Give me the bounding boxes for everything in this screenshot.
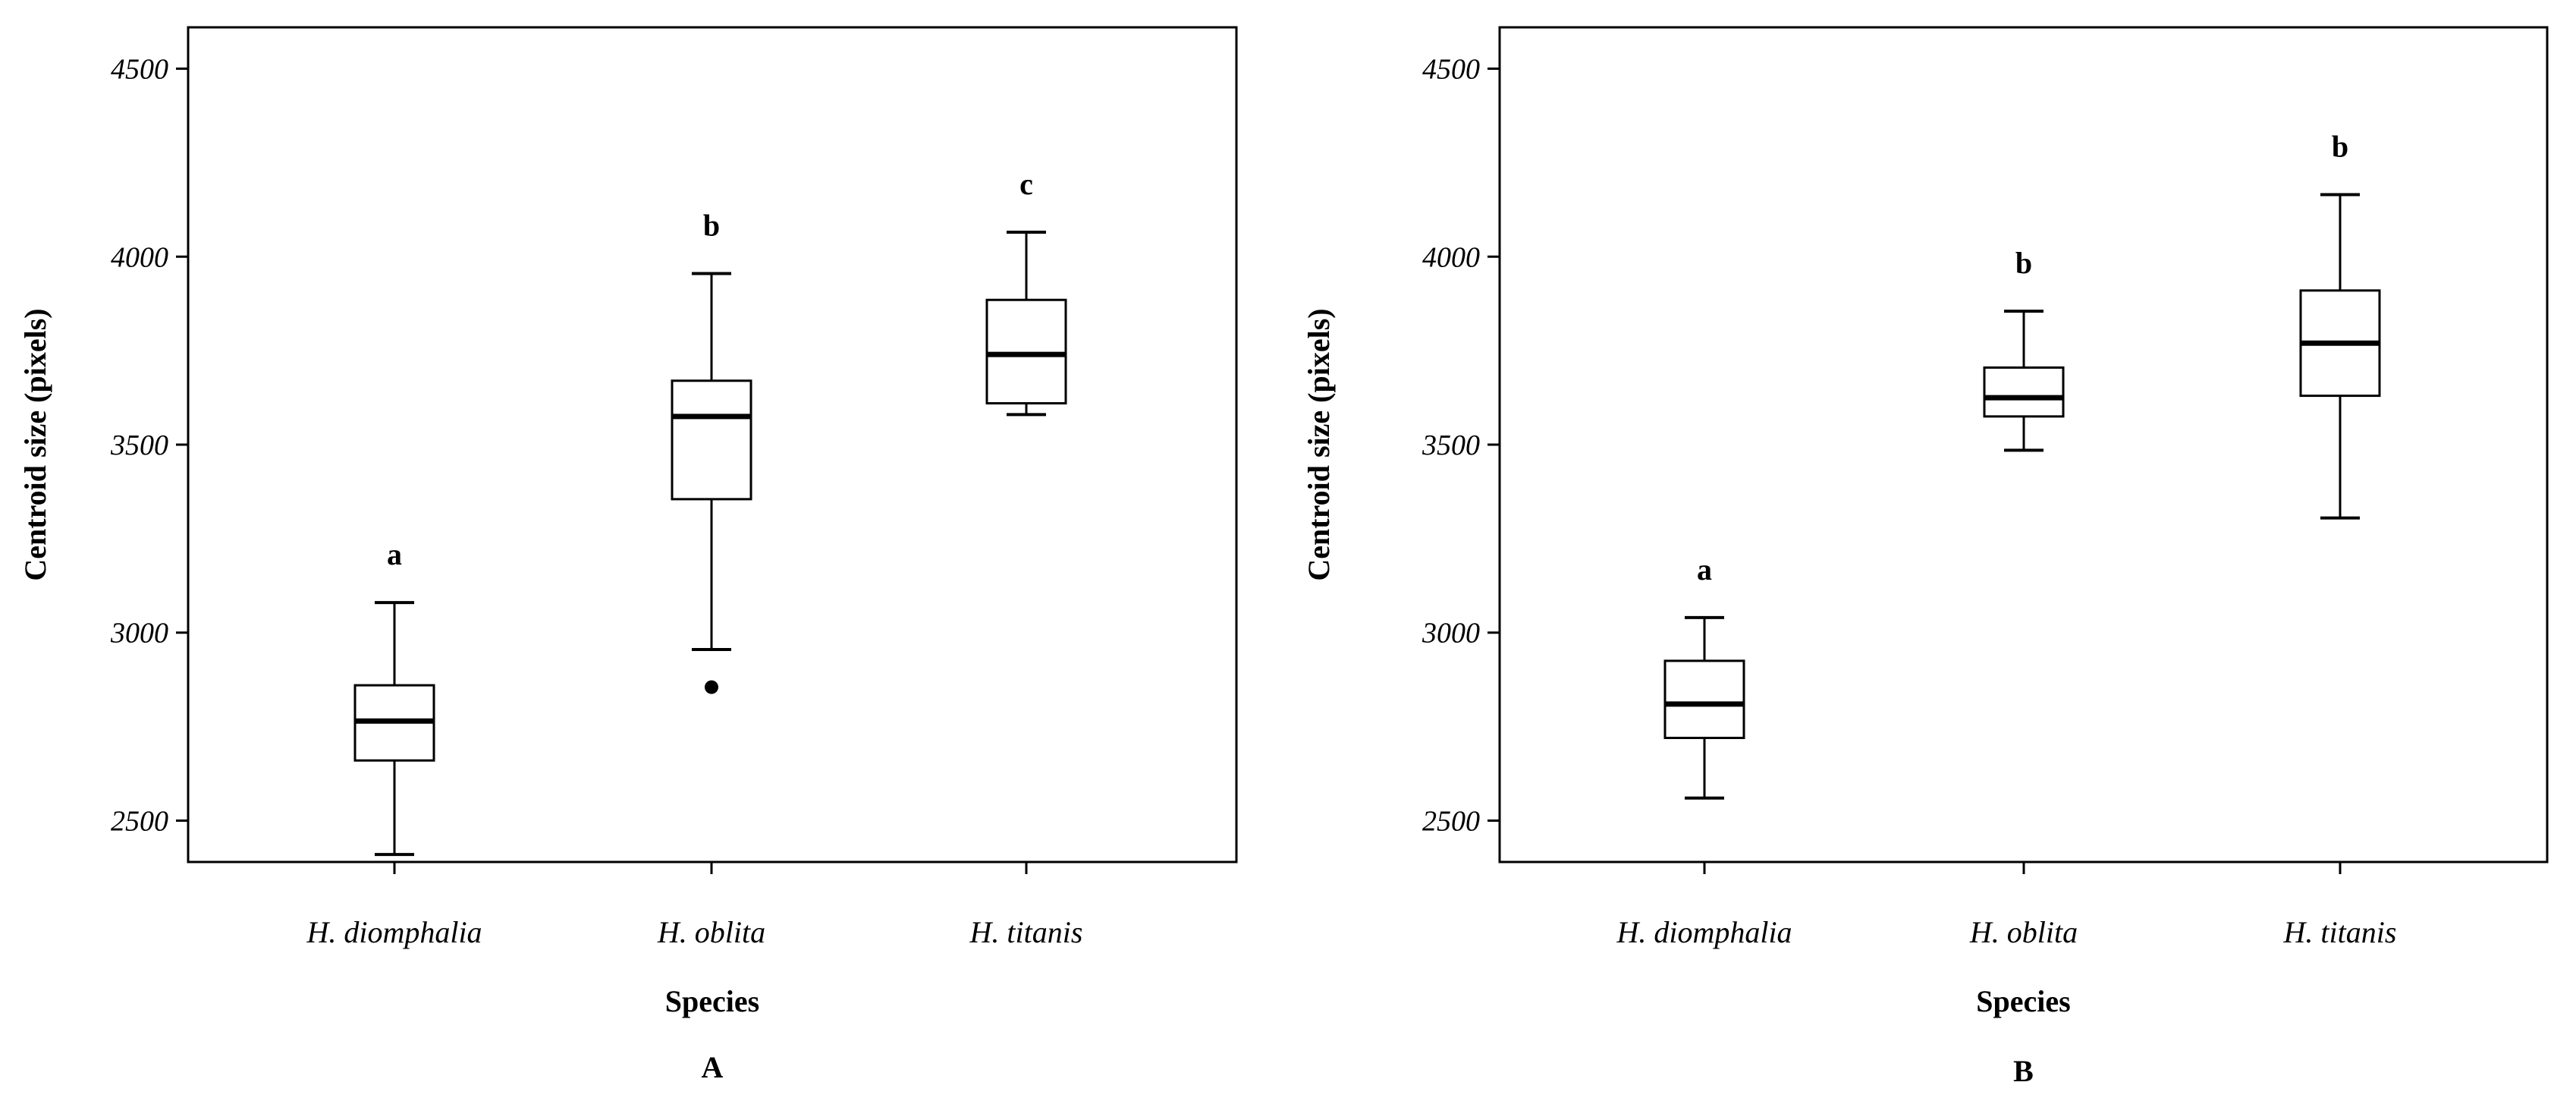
group-letter: a xyxy=(387,537,402,571)
box-plot: b xyxy=(671,209,752,694)
box-plot: a xyxy=(1663,552,1745,800)
panel-b: 2500 3000 3500 4000 4500 Centroid size (pixel… xyxy=(1302,26,2549,1088)
x-tick-label: H. diomphalia xyxy=(306,915,482,949)
y-tick-label: 2500 xyxy=(1422,805,1480,837)
x-tick-label: H. titanis xyxy=(969,915,1083,949)
x-axis-title: Species xyxy=(665,984,759,1018)
iqr-box xyxy=(1983,366,2065,418)
group-letter: b xyxy=(2332,129,2348,163)
x-tick-label: H. titanis xyxy=(2283,915,2397,949)
box-plot: b xyxy=(2299,129,2381,520)
y-tick-label: 3500 xyxy=(110,429,168,461)
group-letter: c xyxy=(1019,167,1033,201)
y-tick-label: 4500 xyxy=(1422,54,1480,86)
y-tick-label: 3500 xyxy=(1422,429,1480,461)
y-tick-label: 3000 xyxy=(1422,618,1480,650)
y-axis-title: Centroid size (pixels) xyxy=(18,308,52,580)
iqr-box xyxy=(671,379,752,501)
x-tick-label: H. diomphalia xyxy=(1616,915,1792,949)
y-tick-label: 2500 xyxy=(111,805,168,837)
group-letter: a xyxy=(1697,552,1712,587)
panel-a: 2500 3000 3500 4000 4500 Centroid size (pixel… xyxy=(18,26,1238,1084)
group-letter: b xyxy=(703,209,720,243)
box-plot: c xyxy=(985,167,1067,417)
x-tick-label: H. oblita xyxy=(657,915,765,949)
box-plot: b xyxy=(1983,246,2065,452)
y-tick-label: 3000 xyxy=(110,618,168,650)
box-plot: a xyxy=(353,537,435,857)
x-tick-label: H. oblita xyxy=(1969,915,2078,949)
y-tick-label: 4500 xyxy=(111,54,168,86)
panel-label: B xyxy=(2013,1054,2034,1088)
outlier-point xyxy=(705,680,718,694)
iqr-box xyxy=(985,298,1067,404)
y-tick-label: 4000 xyxy=(1422,241,1480,273)
iqr-box xyxy=(1663,659,1745,739)
y-tick-label: 4000 xyxy=(111,241,168,273)
x-axis-title: Species xyxy=(1976,984,2070,1018)
panel-label: A xyxy=(702,1050,724,1084)
y-axis-title: Centroid size (pixels) xyxy=(1302,308,1336,580)
group-letter: b xyxy=(2015,246,2032,280)
